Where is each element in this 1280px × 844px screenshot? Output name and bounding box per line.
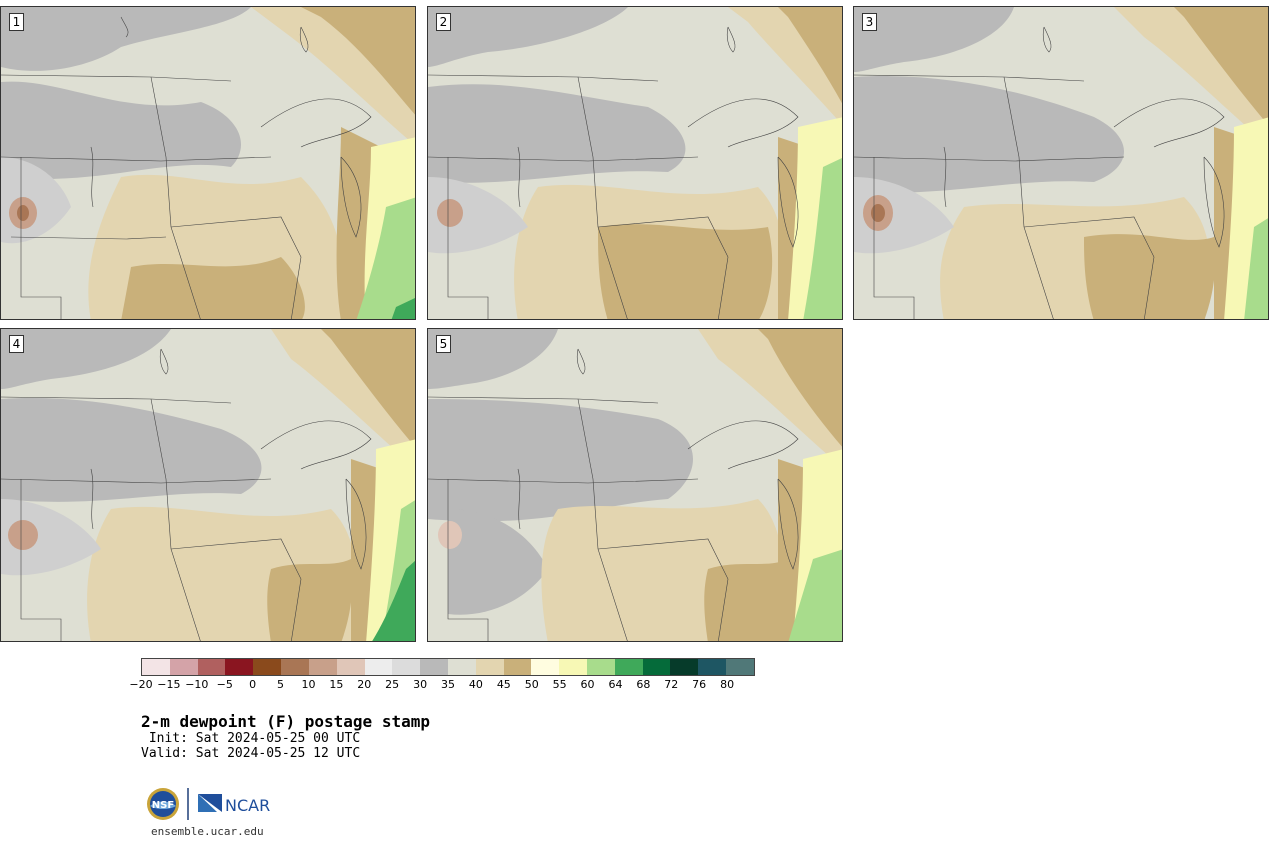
colorbar-swatch — [698, 659, 727, 675]
dewpoint-map-5 — [428, 329, 842, 641]
valid-time: Valid: Sat 2024-05-25 12 UTC — [141, 746, 361, 761]
colorbar-swatch — [642, 659, 671, 675]
nsf-logo-text: NSF — [152, 800, 174, 811]
colorbar-swatch — [336, 659, 365, 675]
postage-stamp-map-3: 3 — [853, 6, 1269, 320]
colorbar-tick-label: 68 — [636, 678, 651, 691]
dewpoint-map-1 — [1, 7, 415, 319]
colorbar-tick-label: −5 — [216, 678, 233, 691]
colorbar-tick-label: 30 — [413, 678, 428, 691]
colorbar-swatch — [670, 659, 699, 675]
colorbar-swatch — [475, 659, 504, 675]
colorbar-swatch — [197, 659, 226, 675]
dewpoint-map-3 — [854, 7, 1268, 319]
colorbar-swatch — [308, 659, 337, 675]
ncar-logo: NCAR — [198, 794, 270, 815]
colorbar-tick-label: 64 — [608, 678, 623, 691]
colorbar-swatch — [392, 659, 421, 675]
colorbar-swatch — [169, 659, 198, 675]
colorbar-tick-label: −15 — [157, 678, 181, 691]
colorbar-swatch — [447, 659, 476, 675]
colorbar-tick-label: 35 — [441, 678, 455, 691]
colorbar-swatch — [364, 659, 393, 675]
colorbar-swatch — [503, 659, 532, 675]
postage-stamp-map-4: 4 — [0, 328, 416, 642]
nsf-logo: NSF — [147, 788, 179, 820]
colorbar-swatch — [420, 659, 448, 675]
dewpoint-map-2 — [428, 7, 842, 319]
panel-number-3: 3 — [862, 13, 877, 31]
colorbar-swatch — [281, 659, 309, 675]
colorbar-swatch — [726, 659, 754, 675]
ncar-logo-text: NCAR — [225, 796, 270, 815]
website-link[interactable]: ensemble.ucar.edu — [151, 825, 264, 838]
postage-stamp-map-2: 2 — [427, 6, 843, 320]
colorbar-tick-label: 20 — [357, 678, 372, 691]
colorbar-swatch — [142, 659, 170, 675]
colorbar-swatch — [559, 659, 587, 675]
colorbar-tick-label: 15 — [329, 678, 344, 691]
panel-number-4: 4 — [9, 335, 24, 353]
colorbar-tick-label: 55 — [552, 678, 567, 691]
colorbar-tick-label: 0 — [249, 678, 257, 691]
dewpoint-colorbar — [141, 658, 755, 676]
colorbar-swatch — [225, 659, 254, 675]
colorbar-tick-label: −10 — [185, 678, 209, 691]
colorbar-tick-labels: −20 −15 −10 −5 0 5 10 15 20 25 30 35 40 45 50 55 60 64 68 7… — [129, 678, 755, 692]
colorbar-tick-label: 50 — [524, 678, 539, 691]
colorbar-swatch — [614, 659, 643, 675]
colorbar-swatch — [587, 659, 615, 675]
init-time: Init: Sat 2024-05-25 00 UTC — [141, 731, 361, 746]
panel-number-2: 2 — [436, 13, 451, 31]
colorbar-swatch — [253, 659, 282, 675]
colorbar-tick-label: −20 — [129, 678, 153, 691]
colorbar-tick-label: 72 — [664, 678, 679, 691]
colorbar-tick-label: 5 — [277, 678, 285, 691]
colorbar-swatch — [531, 659, 560, 675]
postage-stamp-map-5: 5 — [427, 328, 843, 642]
dewpoint-map-4 — [1, 329, 415, 641]
nsf-ncar-logos: NSF NCAR — [147, 788, 270, 820]
postage-stamp-map-1: 1 — [0, 6, 416, 320]
colorbar-tick-label: 40 — [468, 678, 483, 691]
panel-number-1: 1 — [9, 13, 24, 31]
colorbar-tick-label: 60 — [580, 678, 595, 691]
panel-number-5: 5 — [436, 335, 451, 353]
colorbar-tick-label: 80 — [720, 678, 735, 691]
product-title: 2-m dewpoint (F) postage stamp — [141, 712, 430, 731]
colorbar-tick-label: 10 — [301, 678, 316, 691]
colorbar-tick-label: 45 — [496, 678, 511, 691]
colorbar-tick-label: 25 — [385, 678, 400, 691]
colorbar-tick-label: 76 — [692, 678, 707, 691]
